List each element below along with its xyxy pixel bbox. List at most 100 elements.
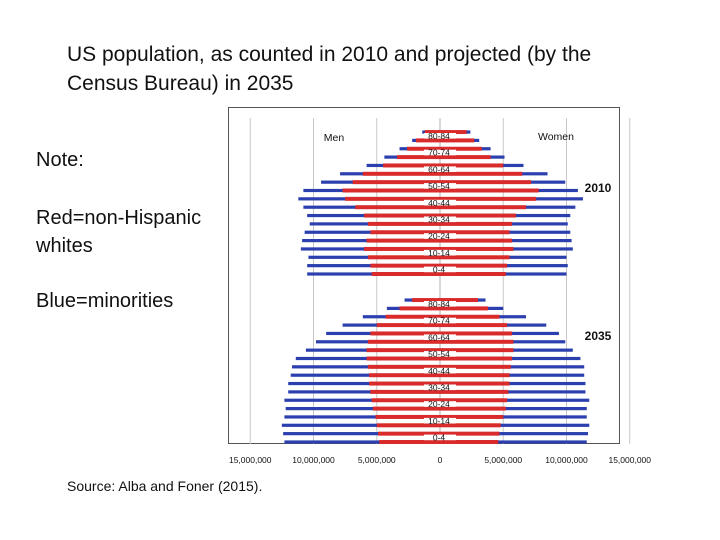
bar-men-whites-2035-65-69 xyxy=(370,331,440,336)
bar-women-minorities-2035-25-29 xyxy=(440,398,590,402)
year-label-2010: 2010 xyxy=(585,181,612,195)
bar-women-minorities-2035-10-14 xyxy=(440,423,590,427)
bar-women-whites-2010-75-79 xyxy=(440,146,482,151)
bar-men-whites-2010-50-54 xyxy=(342,188,440,193)
bar-women-whites-2035-35-39 xyxy=(440,381,510,386)
bar-men-whites-2010-35-39 xyxy=(364,213,440,218)
age-label-background xyxy=(424,384,456,391)
bar-women-whites-2035-70-74 xyxy=(440,323,508,328)
bar-men-whites-2035-45-49 xyxy=(367,364,440,369)
age-label-background xyxy=(424,266,456,273)
bar-men-whites-2010-80-84 xyxy=(415,138,440,143)
age-label-background xyxy=(424,434,456,441)
bar-women-minorities-2035-30-34 xyxy=(440,390,586,394)
bar-men-whites-2035-80-84 xyxy=(399,306,440,311)
bar-women-whites-2010-25-29 xyxy=(440,230,510,235)
bar-men-minorities-2035-35-39 xyxy=(288,381,440,386)
bar-men-whites-2010-15-19 xyxy=(364,246,440,251)
bar-women-whites-2010-15-19 xyxy=(440,246,514,251)
age-label-2010-70-74: 70-74 xyxy=(428,148,450,158)
x-tick-label: 10,000,000 xyxy=(292,455,335,465)
x-tick-label: 5,000,000 xyxy=(358,455,396,465)
bar-men-whites-2035-75-79 xyxy=(385,314,440,319)
age-label-2010-10-14: 10-14 xyxy=(428,248,450,258)
bar-women-whites-2035-0-4 xyxy=(440,440,499,444)
bar-men-whites-2035-10-14 xyxy=(376,423,440,428)
age-label-2035-50-54: 50-54 xyxy=(428,349,450,359)
bar-women-whites-2035-25-29 xyxy=(440,398,508,403)
age-label-2010-20-24: 20-24 xyxy=(428,231,450,241)
chart-bars xyxy=(281,130,590,444)
bar-women-minorities-2035-15-19 xyxy=(440,415,587,419)
bar-men-whites-2035-55-59 xyxy=(366,348,440,353)
bar-women-minorities-2035-5-9 xyxy=(440,432,589,436)
source-citation: Source: Alba and Foner (2015). xyxy=(67,478,263,494)
bar-women-minorities-2035-45-49 xyxy=(440,365,585,369)
age-label-background xyxy=(424,301,456,307)
bar-men-whites-2035-5-9 xyxy=(378,431,440,436)
bar-men-whites-2035-20-24 xyxy=(372,406,440,411)
bar-women-whites-2035-65-69 xyxy=(440,331,513,336)
x-tick-label: 10,000,000 xyxy=(545,455,588,465)
age-label-background xyxy=(424,417,456,424)
age-label-2010-60-64: 60-64 xyxy=(428,164,450,174)
bar-men-whites-2010-85+ xyxy=(424,130,440,135)
bar-women-whites-2035-5-9 xyxy=(440,431,500,436)
bar-women-whites-2035-10-14 xyxy=(440,423,501,428)
age-label-2035-80-84: 80-84 xyxy=(428,299,450,309)
bar-women-whites-2010-10-14 xyxy=(440,255,510,260)
bar-men-minorities-2035-10-14 xyxy=(281,423,440,427)
age-label-background xyxy=(424,183,456,189)
bar-women-whites-2010-0-4 xyxy=(440,272,506,276)
bar-women-whites-2010-80-84 xyxy=(440,138,475,143)
bar-men-whites-2035-50-54 xyxy=(366,356,440,361)
year-label-2035: 2035 xyxy=(585,329,612,343)
bar-men-minorities-2035-0-4 xyxy=(284,440,440,444)
bar-men-whites-2010-60-64 xyxy=(362,171,440,176)
bar-women-whites-2035-50-54 xyxy=(440,356,513,361)
age-label-background xyxy=(424,401,456,407)
x-tick-label: 0 xyxy=(438,455,443,465)
bar-men-whites-2010-25-29 xyxy=(370,230,440,235)
age-label-background xyxy=(424,133,456,139)
x-tick-label: 5,000,000 xyxy=(484,455,522,465)
bar-women-whites-2035-20-24 xyxy=(440,406,506,411)
bar-women-whites-2035-40-44 xyxy=(440,373,510,378)
bar-men-whites-2010-65-69 xyxy=(383,163,440,168)
bar-women-whites-2010-20-24 xyxy=(440,238,513,243)
age-label-background xyxy=(424,216,456,223)
bar-women-whites-2035-15-19 xyxy=(440,414,504,419)
bar-women-whites-2010-50-54 xyxy=(440,188,539,193)
bar-men-whites-2035-30-34 xyxy=(370,389,440,394)
bar-women-whites-2010-85+ xyxy=(440,130,467,135)
age-label-2035-20-24: 20-24 xyxy=(428,399,450,409)
bar-women-whites-2035-30-34 xyxy=(440,389,509,394)
age-label-background xyxy=(424,233,456,239)
bar-men-whites-2035-15-19 xyxy=(375,414,440,419)
bar-women-minorities-2035-40-44 xyxy=(440,373,585,377)
bar-men-whites-2035-35-39 xyxy=(369,381,440,386)
age-label-2010-50-54: 50-54 xyxy=(428,181,450,191)
age-label-background xyxy=(424,149,456,156)
bar-men-minorities-2035-5-9 xyxy=(283,432,440,436)
bar-men-whites-2010-45-49 xyxy=(345,196,440,201)
bar-women-minorities-2035-0-4 xyxy=(440,440,587,444)
age-label-2035-60-64: 60-64 xyxy=(428,332,450,342)
bar-men-minorities-2035-30-34 xyxy=(288,390,440,394)
women-label: Women xyxy=(538,131,574,143)
chart-labels: 0-4 10-14 20-24 30-34 40-44 50-54 60-64 70-74 80… xyxy=(424,131,456,443)
bar-women-whites-2010-60-64 xyxy=(440,171,523,176)
bar-men-whites-2010-20-24 xyxy=(366,238,440,243)
men-label: Men xyxy=(324,132,345,144)
bar-men-whites-2035-25-29 xyxy=(371,398,440,403)
bar-men-minorities-2035-25-29 xyxy=(284,398,440,402)
bar-men-minorities-2035-15-19 xyxy=(284,415,440,419)
age-label-2010-40-44: 40-44 xyxy=(428,198,450,208)
bar-men-whites-2035-85+ xyxy=(412,298,440,303)
bar-women-minorities-2035-20-24 xyxy=(440,407,587,411)
bar-women-whites-2010-55-59 xyxy=(440,180,532,185)
bar-women-whites-2035-60-64 xyxy=(440,339,514,344)
bar-men-minorities-2035-20-24 xyxy=(285,407,440,411)
bar-men-whites-2035-40-44 xyxy=(369,373,440,378)
